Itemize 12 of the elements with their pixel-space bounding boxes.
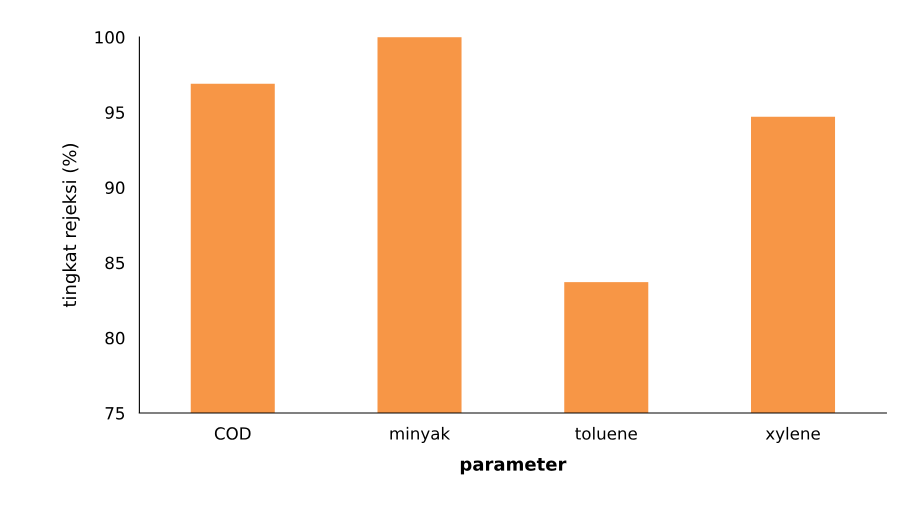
y-tick-label: 85 — [105, 256, 124, 270]
x-tick-label: COD — [214, 427, 251, 440]
x-tick-label: toluene — [575, 426, 637, 440]
y-tick-label: 80 — [105, 332, 124, 344]
y-axis-title: tingkat rejeksi (%) — [62, 144, 80, 308]
x-axis-title: parameter — [460, 458, 566, 474]
y-tick-label: 95 — [105, 106, 124, 119]
y-tick-label: 75 — [106, 407, 124, 420]
x-tick-label: xylene — [766, 426, 820, 444]
x-tick-label: minyak — [390, 426, 450, 444]
y-tick-label: 100 — [96, 31, 124, 44]
y-tick-label: 90 — [105, 181, 124, 194]
